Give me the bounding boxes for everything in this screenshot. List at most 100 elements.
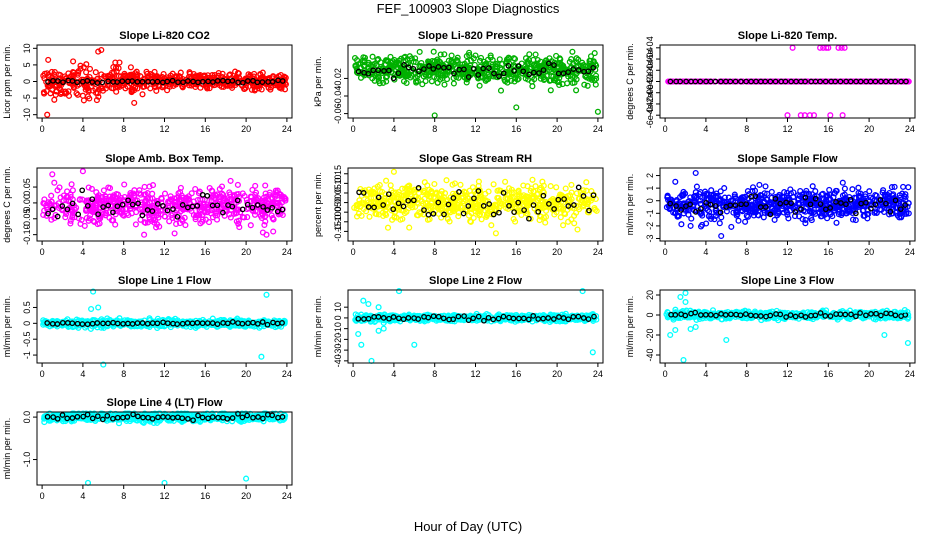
- data-point: [466, 52, 473, 59]
- data-point: [530, 56, 537, 63]
- data-point: [760, 78, 767, 85]
- hourly-point: [565, 69, 572, 75]
- hourly-point: [375, 67, 382, 74]
- data-point: [525, 76, 532, 83]
- data-point: [507, 68, 514, 75]
- data-point: [461, 60, 468, 67]
- data-point: [276, 83, 283, 90]
- hourly-point: [99, 79, 106, 86]
- x-tick-label: 20: [864, 124, 874, 134]
- data-point: [369, 53, 376, 60]
- data-point: [359, 57, 366, 64]
- hourly-point: [570, 66, 577, 72]
- data-point: [430, 48, 437, 55]
- data-point: [429, 58, 436, 65]
- x-tick-label: 24: [282, 369, 292, 379]
- hourly-point: [355, 68, 362, 75]
- data-point: [463, 79, 470, 86]
- figure-xlabel: Hour of Day (UTC): [414, 519, 522, 534]
- hourly-point: [430, 66, 437, 72]
- data-point: [724, 78, 731, 85]
- hourly-point: [229, 77, 236, 84]
- hourly-point: [470, 65, 477, 72]
- data-point: [455, 74, 462, 81]
- x-tick-label: 8: [121, 369, 126, 379]
- x-tick-label: 16: [200, 247, 210, 257]
- x-tick-label: 12: [470, 124, 480, 134]
- y-tick-label: -5: [22, 94, 32, 102]
- data-point: [398, 55, 405, 62]
- data-point: [93, 97, 100, 104]
- hourly-point: [480, 65, 487, 72]
- outlier-point: [84, 93, 92, 100]
- data-point: [584, 82, 591, 89]
- data-point: [522, 55, 530, 62]
- y-tick-label: -0.06: [333, 103, 343, 124]
- data-point: [270, 73, 277, 80]
- data-point: [70, 58, 77, 65]
- hourly-point: [551, 62, 557, 68]
- hourly-point: [60, 79, 66, 86]
- data-point: [674, 78, 681, 85]
- x-tick-label: 8: [432, 247, 437, 257]
- hourly-point: [435, 64, 442, 70]
- hourly-point: [119, 78, 126, 85]
- data-point: [448, 52, 455, 59]
- hourly-point: [139, 78, 146, 85]
- data-point: [421, 69, 428, 76]
- hourly-point: [526, 71, 532, 78]
- hourly-point: [677, 78, 684, 85]
- data-point: [41, 90, 48, 97]
- x-tick-label: 20: [241, 369, 251, 379]
- hourly-point: [575, 67, 582, 73]
- data-point: [77, 62, 84, 69]
- x-tick-label: 16: [200, 124, 210, 134]
- data-point: [369, 75, 376, 82]
- data-point: [555, 78, 562, 86]
- hourly-point: [154, 78, 161, 85]
- x-tick-label: 20: [552, 124, 562, 134]
- data-point: [385, 58, 392, 65]
- x-tick-label: 0: [40, 124, 45, 134]
- data-point: [795, 78, 802, 85]
- data-point: [53, 88, 60, 95]
- hourly-point: [105, 78, 111, 85]
- data-point: [355, 61, 362, 68]
- panel-title: Slope Li-820 Temp.: [738, 30, 837, 42]
- panel-title: Slope Line 1 Flow: [118, 275, 211, 287]
- x-tick-label: 0: [40, 369, 45, 379]
- data-point: [511, 55, 519, 63]
- hourly-point: [269, 78, 276, 85]
- hourly-point: [520, 68, 527, 75]
- hourly-point: [451, 70, 457, 77]
- data-point: [865, 78, 872, 85]
- data-point: [404, 56, 411, 63]
- data-point: [45, 71, 52, 78]
- data-point: [211, 78, 218, 85]
- data-point: [180, 81, 187, 88]
- data-point: [419, 81, 426, 88]
- x-tick-label: 20: [552, 247, 562, 257]
- data-point: [526, 51, 533, 58]
- data-points: [665, 44, 912, 119]
- outlier-point: [45, 56, 52, 63]
- data-point: [80, 64, 87, 71]
- data-point: [74, 71, 81, 78]
- hourly-point: [401, 62, 407, 68]
- x-tick-label: 24: [593, 247, 603, 257]
- data-point: [592, 81, 599, 88]
- data-point: [361, 62, 368, 69]
- y-tick-label: -0.5: [22, 331, 32, 347]
- x-tick-label: 12: [159, 369, 169, 379]
- data-point: [499, 61, 506, 68]
- x-tick-label: 20: [241, 124, 251, 134]
- y-axis-label: degrees C per min.: [2, 166, 12, 243]
- data-point: [144, 70, 151, 77]
- data-point: [477, 54, 485, 61]
- x-tick-label: 24: [282, 247, 292, 257]
- hourly-point: [199, 78, 206, 85]
- data-point: [484, 56, 492, 63]
- data-point: [494, 63, 501, 70]
